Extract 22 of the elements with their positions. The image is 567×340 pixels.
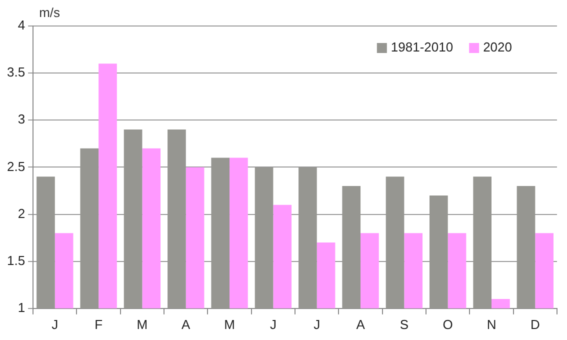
x-tick-label: J <box>314 316 320 332</box>
y-axis-title: m/s <box>39 5 61 20</box>
y-tick-label: 2.5 <box>6 158 26 174</box>
x-tick-label: M <box>224 316 235 332</box>
y-tick-label: 3.5 <box>6 64 26 80</box>
y-tick-label: 4 <box>18 18 26 33</box>
legend-label: 1981-2010 <box>390 40 454 55</box>
x-tick-label: S <box>400 316 409 332</box>
x-tick-label: J <box>52 316 58 332</box>
x-tick-label: A <box>182 316 191 332</box>
y-tick-label: 1.5 <box>6 252 26 268</box>
x-tick-label: O <box>442 316 453 332</box>
x-tick-label: F <box>94 316 103 332</box>
y-tick-label: 3 <box>18 112 26 127</box>
x-tick-label: M <box>136 316 148 332</box>
y-tick-label: 2 <box>18 206 26 221</box>
x-tick-label: J <box>270 316 276 332</box>
x-tick-label: N <box>486 316 496 332</box>
x-tick-label: D <box>530 316 540 332</box>
y-tick-label: 1 <box>18 300 26 315</box>
legend-label: 2020 <box>483 40 512 55</box>
x-tick-label: A <box>356 316 366 332</box>
